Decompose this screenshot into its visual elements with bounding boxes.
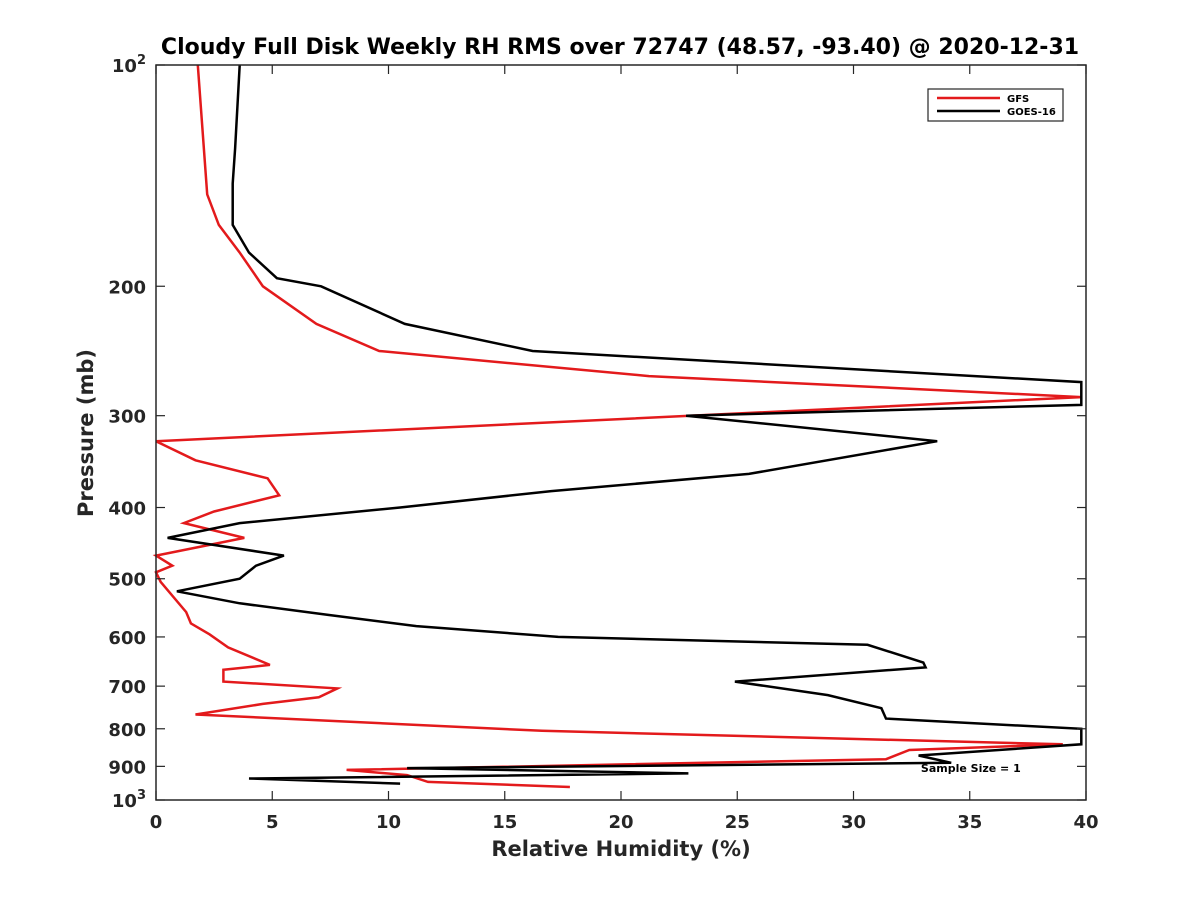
sample-size-annotation: Sample Size = 1 <box>921 762 1021 775</box>
x-tick-label: 35 <box>957 812 982 833</box>
y-tick-label: 400 <box>108 499 146 520</box>
y-tick-label: 800 <box>108 720 146 741</box>
plot-area-frame <box>155 64 1087 801</box>
y-axis: 102 200 300 400 500 600 700 800 900 103 <box>108 53 1086 812</box>
y-tick-label: 700 <box>108 677 146 698</box>
x-axis: 0 5 10 15 20 25 30 35 40 <box>150 65 1099 833</box>
x-tick-label: 40 <box>1073 812 1098 833</box>
y-tick-label: 300 <box>108 407 146 428</box>
x-tick-label: 0 <box>150 812 163 833</box>
legend-label-goes16: GOES-16 <box>1007 107 1056 118</box>
y-axis-label: Pressure (mb) <box>74 349 98 517</box>
series-line-goes16 <box>167 64 1083 785</box>
y-tick-label: 200 <box>108 277 146 298</box>
y-tick-label: 102 <box>112 53 146 77</box>
x-tick-label: 25 <box>725 812 750 833</box>
y-tick-label: 600 <box>108 628 146 649</box>
y-tick-label: 500 <box>108 570 146 591</box>
legend: GFS GOES-16 <box>927 88 1064 122</box>
y-tick-label: 900 <box>108 757 146 778</box>
legend-box <box>927 88 1064 122</box>
series-line-gfs <box>152 64 1082 789</box>
chart-title: Cloudy Full Disk Weekly RH RMS over 7274… <box>161 35 1079 60</box>
legend-label-gfs: GFS <box>1007 94 1029 105</box>
y-tick-label: 103 <box>112 788 146 812</box>
x-axis-label: Relative Humidity (%) <box>491 837 750 861</box>
x-tick-label: 15 <box>492 812 517 833</box>
x-tick-label: 30 <box>841 812 866 833</box>
x-tick-label: 10 <box>376 812 401 833</box>
series-layer <box>152 64 1083 789</box>
x-tick-label: 20 <box>608 812 633 833</box>
x-tick-label: 5 <box>266 812 279 833</box>
